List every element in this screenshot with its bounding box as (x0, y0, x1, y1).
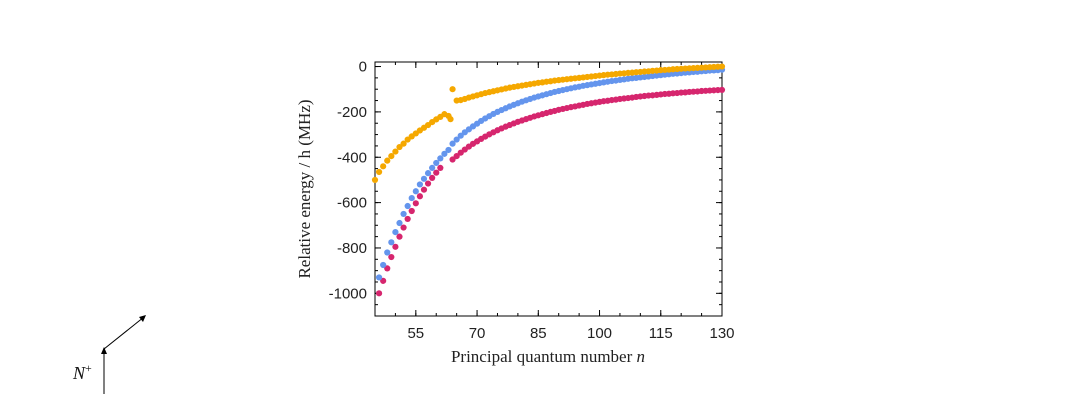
data-point-blue (400, 210, 407, 218)
data-point-orange (400, 140, 407, 147)
arrow-diagonal-icon (139, 315, 146, 322)
arrow-up-icon (101, 347, 107, 354)
y-axis-label: Relative energy / h (MHz) (295, 99, 314, 278)
series-blue (375, 66, 726, 281)
x-tick-label: 115 (649, 325, 673, 342)
data-point-blue (384, 249, 391, 256)
axis-ticks (374, 62, 723, 317)
data-point-magenta (412, 200, 419, 207)
data-point-orange (447, 116, 454, 123)
n-plus-label-base: N (72, 363, 86, 383)
data-point-magenta (392, 243, 399, 250)
data-point-blue (437, 155, 444, 162)
data-point-magenta (408, 207, 415, 215)
data-point-blue (429, 164, 436, 172)
data-point-magenta (396, 233, 403, 240)
data-point-blue (424, 170, 432, 177)
series-magenta (375, 86, 726, 297)
data-point-magenta (388, 253, 395, 261)
data-point-magenta (400, 224, 407, 231)
y-tick-label: -400 (337, 149, 367, 166)
data-point-magenta (420, 186, 428, 193)
n-plus-label: N+ (72, 361, 92, 383)
series-orange (371, 63, 726, 184)
data-point-orange (380, 163, 387, 170)
data-point-orange (396, 143, 403, 151)
data-point-blue (388, 239, 395, 246)
data-point-orange (449, 86, 456, 93)
data-point-magenta (380, 277, 387, 284)
data-point-orange (392, 148, 399, 155)
x-axis-label: Principal quantum number n (451, 347, 645, 366)
data-point-blue (441, 150, 448, 157)
data-point-blue (420, 175, 428, 182)
data-point-blue (396, 219, 403, 227)
data-point-magenta (404, 215, 411, 223)
data-point-blue (457, 132, 464, 139)
data-point-orange (718, 63, 726, 70)
x-axis-label-text: Principal quantum number (451, 347, 633, 366)
data-point-orange (371, 176, 379, 184)
x-tick-label: 85 (530, 325, 547, 342)
data-point-blue (416, 181, 424, 188)
diagonal-arrow-line (103, 316, 145, 350)
data-point-blue (433, 159, 440, 167)
x-tick-label: 100 (587, 325, 612, 342)
data-point-magenta (429, 174, 436, 181)
data-point-orange (388, 153, 395, 160)
data-point-blue (392, 228, 399, 236)
data-point-blue (449, 140, 456, 147)
y-tick-label: -600 (337, 195, 367, 212)
data-point-magenta (449, 156, 456, 163)
data-point-blue (412, 188, 419, 195)
data-point-magenta (424, 180, 432, 187)
data-point-magenta (375, 290, 383, 297)
x-tick-label: 70 (469, 325, 486, 342)
data-point-magenta (433, 169, 440, 176)
data-point-magenta (453, 153, 460, 160)
plot-area: 55 70 85 100 115 130 0 -200 -400 -600 -800 -1000 (329, 59, 735, 342)
x-axis-label-variable: n (637, 347, 646, 366)
data-point-blue (408, 194, 415, 202)
data-points (371, 63, 726, 297)
y-tick-label: -1000 (329, 285, 367, 302)
data-point-magenta (437, 164, 444, 172)
data-point-magenta (384, 265, 391, 272)
x-tick-label: 55 (407, 325, 424, 342)
y-tick-label: -200 (337, 104, 367, 121)
x-tick-label: 130 (709, 325, 734, 342)
y-tick-label: 0 (359, 59, 367, 76)
data-point-blue (404, 202, 411, 210)
data-point-blue (380, 261, 387, 269)
data-point-orange (375, 168, 383, 176)
data-point-magenta (416, 193, 424, 200)
tick-labels: 55 70 85 100 115 130 0 -200 -400 -600 -800 -1000 (329, 59, 735, 342)
y-tick-label: -800 (337, 240, 367, 257)
axis-indicator-diagram: N+ (72, 315, 146, 394)
data-point-orange (384, 157, 391, 164)
data-point-blue (453, 136, 460, 143)
data-point-blue (375, 274, 383, 281)
data-point-blue (445, 146, 452, 154)
n-plus-label-superscript: + (85, 361, 92, 375)
data-point-magenta (718, 86, 726, 93)
plot-frame (374, 61, 723, 317)
